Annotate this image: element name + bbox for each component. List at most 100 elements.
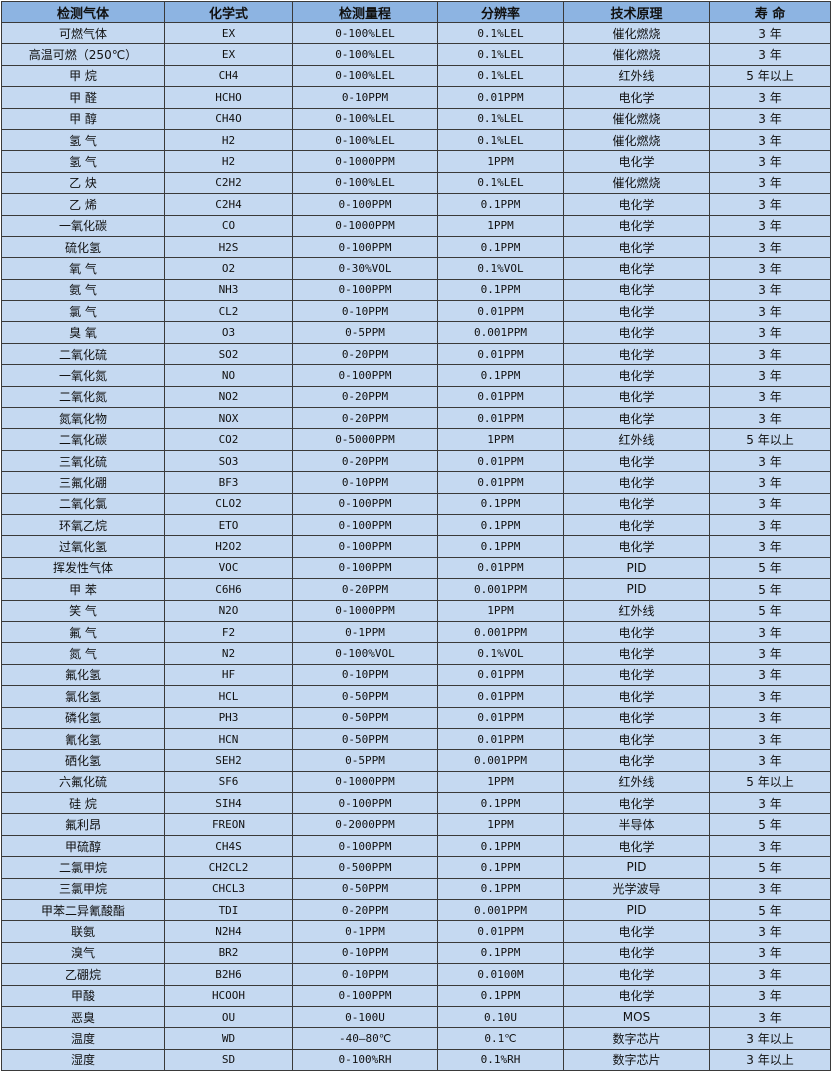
cell-lifespan: 3 年 <box>709 535 831 558</box>
cell-range: 0-20PPM <box>292 449 438 473</box>
table-row: 甲 烷 CH4 0-100%LEL 0.1%LEL 红外线 5 年以上 <box>1 64 831 88</box>
cell-resolution: 0.1%LEL <box>437 171 564 195</box>
header-principle: 技术原理 <box>563 1 710 23</box>
cell-resolution: 0.1%VOL <box>437 642 564 665</box>
cell-formula: C2H2 <box>164 171 293 195</box>
cell-gas: 磷化氢 <box>1 706 165 729</box>
cell-principle: 电化学 <box>563 407 710 430</box>
cell-range: 0-20PPM <box>292 578 438 601</box>
cell-resolution: 0.001PPM <box>437 321 564 344</box>
cell-range: 0-5000PPM <box>292 428 438 451</box>
cell-range: 0-100%LEL <box>292 107 438 130</box>
cell-gas: 温度 <box>1 1027 165 1050</box>
cell-range: 0-10PPM <box>292 941 438 965</box>
cell-formula: HCOOH <box>164 984 293 1007</box>
cell-lifespan: 3 年 <box>709 300 831 323</box>
cell-formula: CL2 <box>164 300 293 323</box>
cell-formula: C6H6 <box>164 578 293 601</box>
table-row: 乙硼烷 B2H6 0-10PPM 0.0100M 电化学 3 年 <box>1 963 831 986</box>
cell-gas: 挥发性气体 <box>1 556 165 580</box>
cell-resolution: 0.001PPM <box>437 899 564 922</box>
cell-principle: 电化学 <box>563 214 710 237</box>
table-row: 三氯甲烷 CHCL3 0-50PPM 0.1PPM 光学波导 3 年 <box>1 877 831 901</box>
cell-lifespan: 5 年 <box>709 578 831 601</box>
table-row: 甲 苯 C6H6 0-20PPM 0.001PPM PID 5 年 <box>1 578 831 601</box>
cell-gas: 二氧化氮 <box>1 385 165 409</box>
cell-lifespan: 3 年 <box>709 877 831 901</box>
cell-principle: 电化学 <box>563 685 710 708</box>
cell-gas: 臭 氧 <box>1 321 165 344</box>
cell-lifespan: 3 年 <box>709 321 831 344</box>
cell-gas: 氢 气 <box>1 150 165 173</box>
cell-lifespan: 3 年 <box>709 342 831 366</box>
cell-lifespan: 3 年 <box>709 107 831 130</box>
cell-formula: CO2 <box>164 428 293 451</box>
cell-gas: 三氧化硫 <box>1 449 165 473</box>
cell-principle: 数字芯片 <box>563 1048 710 1072</box>
table-header-row: 检测气体 化学式 检测量程 分辨率 技术原理 寿 命 <box>1 1 831 23</box>
table-row: 硅 烷 SIH4 0-100PPM 0.1PPM 电化学 3 年 <box>1 792 831 815</box>
table-row: 硒化氢 SEH2 0-5PPM 0.001PPM 电化学 3 年 <box>1 749 831 772</box>
cell-formula: H2 <box>164 150 293 173</box>
cell-lifespan: 3 年 <box>709 663 831 687</box>
table-row: 二氧化硫 SO2 0-20PPM 0.01PPM 电化学 3 年 <box>1 342 831 366</box>
table-row: 笑 气 N2O 0-1000PPM 1PPM 红外线 5 年 <box>1 599 831 622</box>
cell-range: 0-1000PPM <box>292 599 438 622</box>
cell-lifespan: 5 年 <box>709 856 831 879</box>
cell-formula: SEH2 <box>164 749 293 772</box>
cell-principle: 电化学 <box>563 471 710 494</box>
cell-resolution: 0.1PPM <box>437 941 564 965</box>
cell-principle: 电化学 <box>563 620 710 644</box>
cell-resolution: 0.1℃ <box>437 1027 564 1050</box>
cell-principle: 电化学 <box>563 642 710 665</box>
cell-lifespan: 3 年 <box>709 941 831 965</box>
cell-resolution: 0.1%LEL <box>437 107 564 130</box>
cell-range: 0-100%LEL <box>292 171 438 195</box>
cell-gas: 笑 气 <box>1 599 165 622</box>
cell-gas: 可燃气体 <box>1 21 165 45</box>
cell-formula: CLO2 <box>164 492 293 515</box>
cell-principle: 红外线 <box>563 428 710 451</box>
table-row: 乙 炔 C2H2 0-100%LEL 0.1%LEL 催化燃烧 3 年 <box>1 171 831 195</box>
cell-principle: 电化学 <box>563 727 710 751</box>
cell-formula: NO <box>164 364 293 387</box>
table-row: 六氟化硫 SF6 0-1000PPM 1PPM 红外线 5 年以上 <box>1 770 831 794</box>
table-row: 湿度 SD 0-100%RH 0.1%RH 数字芯片 3 年以上 <box>1 1048 831 1072</box>
cell-resolution: 0.1%LEL <box>437 64 564 88</box>
cell-resolution: 0.1PPM <box>437 193 564 216</box>
cell-gas: 二氧化氯 <box>1 492 165 515</box>
cell-gas: 甲苯二异氰酸酯 <box>1 899 165 922</box>
cell-formula: SD <box>164 1048 293 1072</box>
cell-gas: 溴气 <box>1 941 165 965</box>
cell-range: 0-100PPM <box>292 193 438 216</box>
cell-formula: SIH4 <box>164 792 293 815</box>
cell-gas: 氮氧化物 <box>1 407 165 430</box>
cell-formula: EX <box>164 43 293 66</box>
cell-range: 0-50PPM <box>292 706 438 729</box>
cell-lifespan: 3 年 <box>709 834 831 858</box>
cell-range: 0-10PPM <box>292 663 438 687</box>
cell-resolution: 1PPM <box>437 428 564 451</box>
cell-resolution: 0.01PPM <box>437 685 564 708</box>
cell-range: 0-10PPM <box>292 86 438 109</box>
table-row: 氟化氢 HF 0-10PPM 0.01PPM 电化学 3 年 <box>1 663 831 687</box>
cell-lifespan: 3 年 <box>709 513 831 537</box>
cell-principle: PID <box>563 899 710 922</box>
cell-range: 0-100%RH <box>292 1048 438 1072</box>
cell-range: 0-10PPM <box>292 300 438 323</box>
cell-formula: N2H4 <box>164 920 293 943</box>
cell-principle: 电化学 <box>563 513 710 537</box>
cell-range: 0-100PPM <box>292 513 438 537</box>
cell-gas: 甲 烷 <box>1 64 165 88</box>
cell-lifespan: 5 年 <box>709 556 831 580</box>
cell-formula: BF3 <box>164 471 293 494</box>
header-lifespan: 寿 命 <box>709 1 831 23</box>
cell-resolution: 0.001PPM <box>437 578 564 601</box>
table-row: 氟 气 F2 0-1PPM 0.001PPM 电化学 3 年 <box>1 620 831 644</box>
cell-resolution: 0.01PPM <box>437 556 564 580</box>
cell-range: 0-500PPM <box>292 856 438 879</box>
cell-range: 0-100PPM <box>292 535 438 558</box>
cell-range: 0-100U <box>292 1005 438 1029</box>
cell-range: 0-100%LEL <box>292 43 438 66</box>
cell-range: 0-50PPM <box>292 727 438 751</box>
